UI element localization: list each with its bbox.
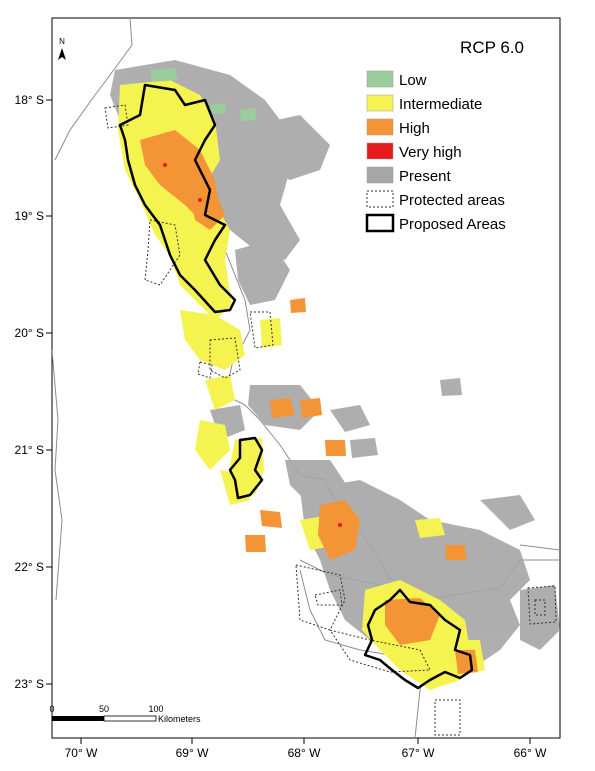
north-arrow: N xyxy=(58,37,66,60)
low-range xyxy=(150,68,256,121)
scenario-title: RCP 6.0 xyxy=(460,38,524,57)
legend-swatch-very-high xyxy=(366,142,394,160)
very-high-range xyxy=(163,163,342,527)
legend-label-proposed: Proposed Areas xyxy=(399,216,506,233)
legend-swatch-proposed xyxy=(365,213,395,233)
protected-areas xyxy=(104,104,557,736)
lon-tick-70: 70° W xyxy=(65,746,98,760)
scale-label-100: 100 xyxy=(148,704,163,714)
high-range xyxy=(140,130,478,674)
legend-swatch-present xyxy=(366,166,394,184)
lat-tick-20: 20° S xyxy=(15,326,44,340)
country-borders xyxy=(52,18,560,738)
lon-tick-67: 67° W xyxy=(402,746,435,760)
latitude-axis: 18° S 19° S 20° S 21° S 22° S 23° S xyxy=(15,93,52,691)
legend-label-low: Low xyxy=(399,72,427,89)
legend: Low Intermediate High Very high Present … xyxy=(365,70,506,233)
lon-tick-66: 66° W xyxy=(514,746,547,760)
lon-tick-68: 68° W xyxy=(288,746,321,760)
lat-tick-21: 21° S xyxy=(15,443,44,457)
proposed-areas xyxy=(118,83,474,690)
lat-tick-19: 19° S xyxy=(15,209,44,223)
scale-unit: Kilometers xyxy=(158,714,201,724)
scale-label-50: 50 xyxy=(99,704,109,714)
scale-label-0: 0 xyxy=(49,704,54,714)
legend-label-intermediate: Intermediate xyxy=(399,96,482,113)
legend-swatch-intermediate xyxy=(366,94,394,112)
legend-swatch-low xyxy=(366,70,394,88)
legend-label-present: Present xyxy=(399,168,452,185)
legend-swatch-high xyxy=(366,118,394,136)
lat-tick-18: 18° S xyxy=(15,93,44,107)
legend-label-high: High xyxy=(399,120,430,137)
lat-tick-22: 22° S xyxy=(15,560,44,574)
longitude-axis: 70° W 69° W 68° W 67° W 66° W xyxy=(65,738,547,760)
scale-bar: 0 50 100 Kilometers xyxy=(49,704,201,724)
legend-swatch-protected xyxy=(366,190,394,208)
lon-tick-69: 69° W xyxy=(176,746,209,760)
legend-label-protected: Protected areas xyxy=(399,192,505,209)
legend-label-very-high: Very high xyxy=(399,144,462,161)
north-arrow-label: N xyxy=(59,37,65,46)
lat-tick-23: 23° S xyxy=(15,677,44,691)
